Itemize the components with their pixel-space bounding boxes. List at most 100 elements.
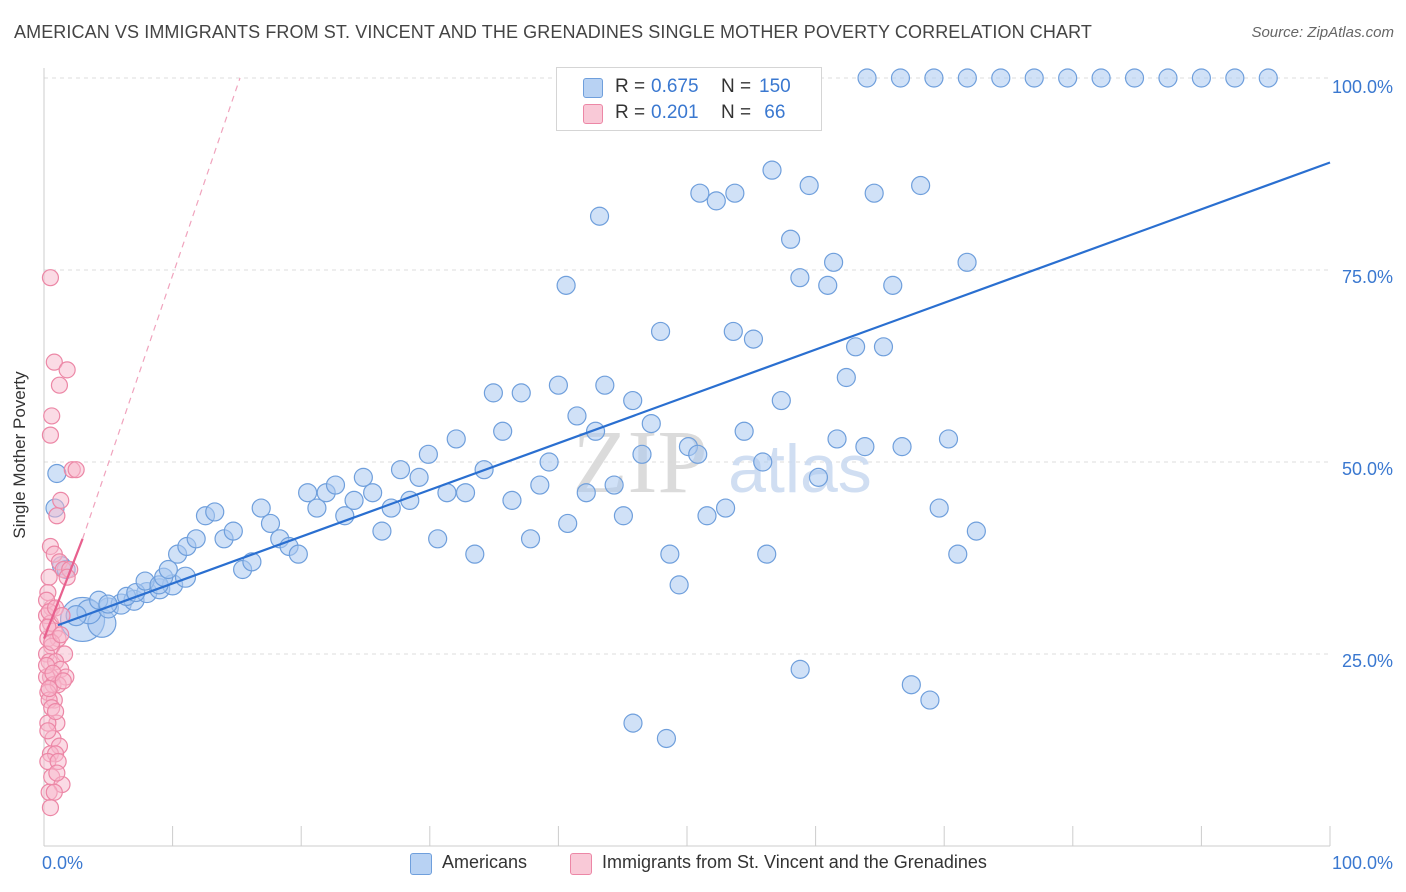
americans-point bbox=[890, 68, 911, 88]
americans-point bbox=[857, 68, 877, 88]
legend-r-label: R = bbox=[615, 76, 646, 97]
americans-point bbox=[502, 490, 522, 510]
y-tick-label: 100.0% bbox=[1332, 77, 1393, 97]
immigrants-point bbox=[52, 626, 70, 644]
americans-point bbox=[595, 375, 615, 395]
americans-point bbox=[1091, 68, 1111, 88]
americans-point bbox=[911, 175, 931, 196]
americans-point bbox=[901, 675, 921, 695]
americans-point bbox=[855, 437, 875, 457]
legend-n-value: 66 bbox=[759, 102, 786, 123]
americans-point bbox=[556, 275, 576, 295]
americans-point bbox=[762, 160, 782, 180]
legend-r-label: R = bbox=[615, 102, 646, 123]
americans-point bbox=[669, 575, 689, 595]
americans-point bbox=[641, 414, 661, 434]
immigrants-point bbox=[41, 426, 60, 444]
americans-point bbox=[734, 421, 754, 441]
americans-point bbox=[158, 559, 178, 580]
americans-point bbox=[363, 483, 383, 503]
immigrants-point bbox=[40, 679, 58, 698]
immigrants-point bbox=[46, 702, 65, 721]
americans-point bbox=[632, 444, 652, 464]
bottom-legend-label-americans: Americans bbox=[442, 852, 528, 872]
y-tick-label: 25.0% bbox=[1342, 651, 1393, 671]
bottom-legend-label-immigrants: Immigrants from St. Vincent and the Gren… bbox=[602, 852, 987, 872]
americans-point bbox=[966, 521, 986, 541]
americans-point bbox=[520, 529, 541, 549]
immigrants-point bbox=[48, 764, 66, 782]
americans-point bbox=[723, 321, 743, 342]
americans-point bbox=[558, 513, 578, 534]
americans-point bbox=[920, 690, 940, 710]
americans-point bbox=[780, 229, 801, 249]
americans-point bbox=[790, 659, 810, 679]
americans-point bbox=[205, 502, 225, 522]
americans-point bbox=[790, 268, 810, 288]
americans-point bbox=[585, 421, 606, 441]
americans-point bbox=[660, 544, 680, 564]
americans-point bbox=[827, 429, 847, 449]
americans-point bbox=[771, 390, 791, 411]
americans-point bbox=[288, 544, 308, 564]
legend-r-value: 0.201 bbox=[651, 102, 699, 123]
americans-point bbox=[483, 383, 503, 403]
americans-point bbox=[223, 521, 243, 541]
legend-swatch-immigrants bbox=[583, 104, 603, 124]
immigrants-point bbox=[41, 798, 60, 817]
americans-point bbox=[1124, 68, 1145, 88]
trend-lines bbox=[42, 77, 1331, 640]
americans-point bbox=[613, 506, 634, 526]
americans-point bbox=[938, 429, 959, 449]
legend-r-value: 0.675 bbox=[651, 76, 699, 97]
americans-point bbox=[929, 498, 949, 518]
immigrants-point bbox=[50, 376, 69, 394]
americans-point bbox=[455, 483, 476, 503]
legend-swatch-americans bbox=[583, 78, 603, 98]
americans-point bbox=[873, 337, 894, 357]
immigrants-point bbox=[52, 491, 70, 509]
americans-point bbox=[465, 544, 485, 564]
americans-point bbox=[864, 183, 884, 203]
y-tick-label: 50.0% bbox=[1342, 459, 1393, 479]
watermark-atlas: atlas bbox=[728, 431, 872, 507]
chart-title: AMERICAN VS IMMIGRANTS FROM ST. VINCENT … bbox=[14, 22, 1092, 42]
americans-point bbox=[808, 467, 829, 487]
immigrants-trend-line bbox=[42, 538, 84, 640]
americans-point bbox=[511, 383, 531, 403]
americans-point bbox=[957, 68, 977, 88]
americans-point bbox=[656, 728, 677, 749]
immigrants-points bbox=[37, 269, 85, 817]
immigrants-point bbox=[67, 461, 85, 479]
americans-point bbox=[846, 337, 866, 357]
legend: R = 0.675 N = 150 R = 0.201 N = 66 bbox=[556, 67, 822, 131]
americans-point bbox=[344, 490, 364, 510]
immigrants-point bbox=[54, 672, 72, 690]
americans-point bbox=[991, 68, 1011, 88]
americans-point bbox=[818, 275, 838, 295]
americans-point bbox=[706, 191, 726, 211]
americans-point bbox=[567, 406, 587, 426]
americans-point bbox=[372, 521, 392, 541]
americans-point bbox=[1158, 68, 1178, 88]
americans-point bbox=[650, 321, 671, 342]
immigrants-point bbox=[43, 407, 61, 425]
americans-point bbox=[757, 544, 777, 564]
americans-point bbox=[446, 429, 466, 449]
legend-n-value: 150 bbox=[759, 76, 791, 97]
americans-point bbox=[948, 544, 968, 564]
americans-point bbox=[924, 68, 944, 88]
americans-point bbox=[799, 175, 819, 196]
americans-point bbox=[697, 506, 717, 526]
americans-point bbox=[1058, 68, 1078, 88]
americans-point bbox=[353, 467, 373, 487]
x-tick-label: 0.0% bbox=[42, 853, 83, 873]
americans-point bbox=[892, 437, 912, 457]
americans-point bbox=[409, 467, 429, 487]
americans-point bbox=[715, 498, 736, 518]
americans-point bbox=[623, 713, 643, 733]
americans-point bbox=[688, 444, 708, 464]
americans-points bbox=[45, 68, 1278, 749]
source-label: Source: ZipAtlas.com bbox=[1251, 24, 1394, 41]
